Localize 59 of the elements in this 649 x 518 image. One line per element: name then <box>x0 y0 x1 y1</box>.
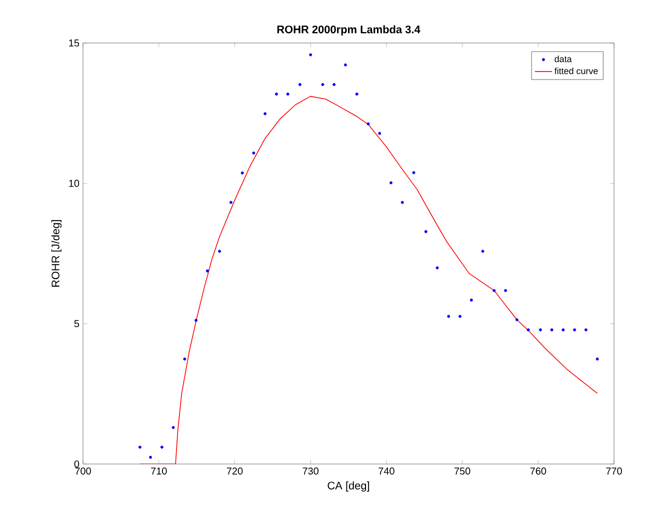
legend-label: fitted curve <box>554 68 598 74</box>
point <box>218 250 222 253</box>
point <box>298 83 302 86</box>
point <box>447 314 450 318</box>
x-tick-label: 770 <box>606 468 622 475</box>
point <box>412 171 416 174</box>
point <box>504 289 508 292</box>
point <box>138 446 142 449</box>
point <box>149 456 152 459</box>
point <box>332 83 336 86</box>
y-tick-label: 0 <box>74 460 80 468</box>
y-tick-label: 10 <box>69 180 80 187</box>
point <box>160 446 164 449</box>
point <box>355 92 358 96</box>
point <box>172 426 175 430</box>
y-tick-label: 15 <box>69 40 80 46</box>
point <box>389 181 392 184</box>
point <box>274 92 278 96</box>
point <box>481 250 484 253</box>
point <box>240 171 244 174</box>
chart-title: ROHR 2000rpm Lambda 3.4 <box>277 25 420 36</box>
x-tick-label: 760 <box>530 468 546 475</box>
point <box>436 266 439 270</box>
x-tick-label: 710 <box>151 468 167 475</box>
point <box>286 92 290 96</box>
line-series <box>139 96 598 464</box>
x-tick-label: 740 <box>378 468 394 475</box>
point <box>458 314 462 318</box>
point <box>526 328 530 332</box>
point <box>584 328 588 332</box>
point <box>194 318 198 322</box>
x-tick-label: 730 <box>302 468 318 475</box>
point <box>344 63 347 66</box>
point <box>252 152 256 155</box>
x-tick-label: 700 <box>75 468 91 475</box>
point <box>424 230 428 234</box>
x-tick-label: 720 <box>226 468 243 475</box>
point <box>400 200 404 204</box>
point <box>596 358 599 361</box>
point <box>562 328 565 332</box>
point <box>515 318 518 322</box>
y-tick-label: 5 <box>74 320 80 328</box>
x-tick-label: 750 <box>454 468 470 475</box>
point <box>378 132 382 135</box>
point <box>264 112 267 116</box>
point <box>366 122 370 126</box>
point <box>309 53 312 56</box>
point <box>183 358 186 361</box>
x-axis-title: CA [deg] <box>328 481 370 492</box>
point <box>470 298 473 302</box>
point <box>538 328 542 332</box>
point <box>550 328 554 332</box>
legend-label: data <box>554 56 572 62</box>
point <box>573 328 576 332</box>
point <box>492 289 496 292</box>
point <box>229 200 232 204</box>
point <box>206 269 209 272</box>
y-axis-title: ROHR [J/deg] <box>51 220 62 287</box>
point <box>321 83 324 86</box>
